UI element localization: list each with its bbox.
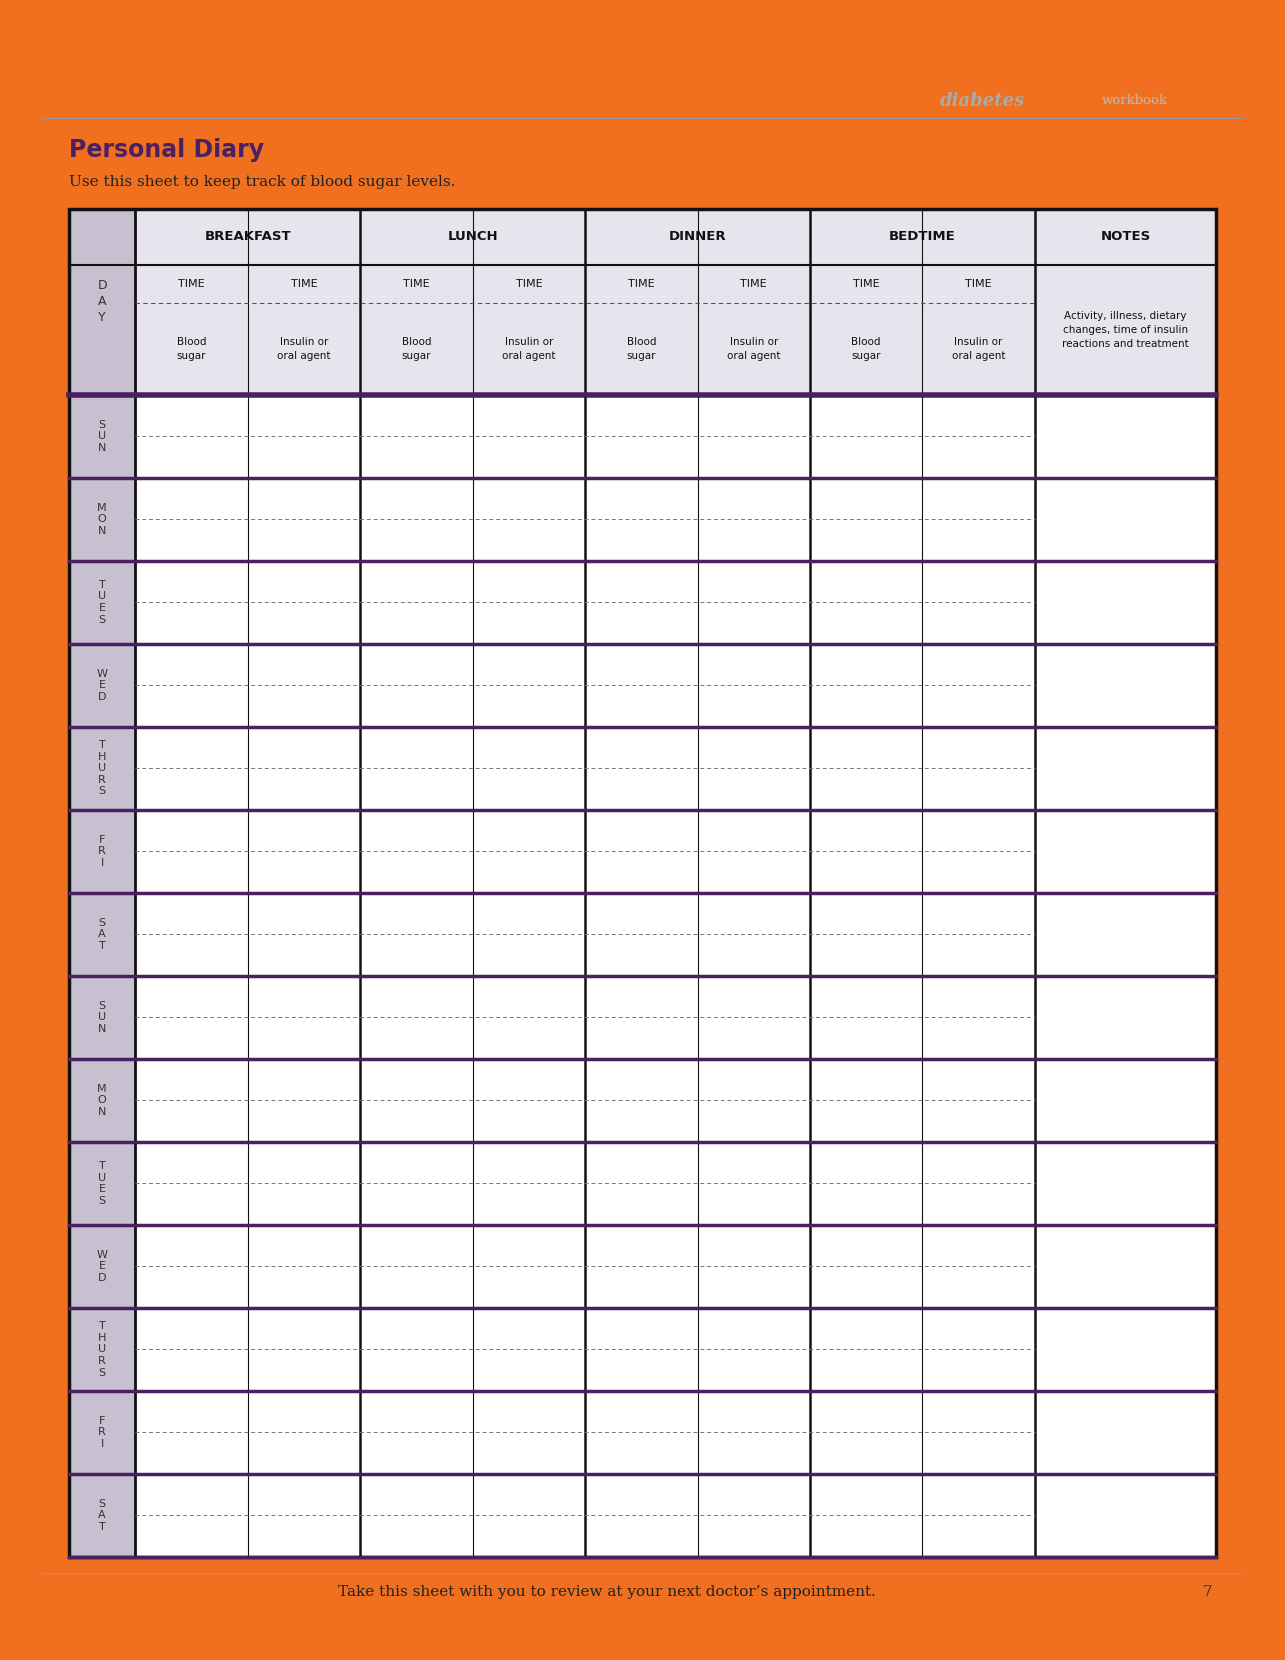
Text: Insulin or
oral agent: Insulin or oral agent bbox=[278, 337, 330, 360]
Text: W
E
D: W E D bbox=[96, 669, 108, 702]
Text: BEDTIME: BEDTIME bbox=[889, 231, 956, 244]
Text: BREAKFAST: BREAKFAST bbox=[204, 231, 292, 244]
Text: TIME: TIME bbox=[403, 279, 429, 289]
Bar bbox=[69, 209, 135, 1557]
Text: M
O
N: M O N bbox=[98, 1084, 107, 1117]
Bar bbox=[69, 209, 1216, 1557]
Text: D
A
Y: D A Y bbox=[98, 279, 107, 324]
Text: S
A
T: S A T bbox=[98, 1499, 105, 1532]
Text: DINNER: DINNER bbox=[668, 231, 726, 244]
Text: Activity, illness, dietary
changes, time of insulin
reactions and treatment: Activity, illness, dietary changes, time… bbox=[1063, 310, 1189, 349]
Text: Personal Diary: Personal Diary bbox=[69, 138, 263, 163]
Text: Blood
sugar: Blood sugar bbox=[402, 337, 432, 360]
Text: Take this sheet with you to review at your next doctor’s appointment.: Take this sheet with you to review at yo… bbox=[338, 1585, 875, 1599]
Text: workbook: workbook bbox=[1103, 95, 1168, 106]
Text: T
H
U
R
S: T H U R S bbox=[98, 740, 107, 797]
Text: W
E
D: W E D bbox=[96, 1250, 108, 1283]
Text: T
U
E
S: T U E S bbox=[98, 1160, 107, 1205]
Text: T
U
E
S: T U E S bbox=[98, 579, 107, 624]
Text: Insulin or
oral agent: Insulin or oral agent bbox=[952, 337, 1005, 360]
Bar bbox=[135, 209, 1216, 395]
Text: M
O
N: M O N bbox=[98, 503, 107, 536]
Text: TIME: TIME bbox=[515, 279, 542, 289]
Text: TIME: TIME bbox=[290, 279, 317, 289]
Text: Insulin or
oral agent: Insulin or oral agent bbox=[502, 337, 555, 360]
Text: S
U
N: S U N bbox=[98, 1001, 107, 1034]
Text: Blood
sugar: Blood sugar bbox=[627, 337, 657, 360]
Bar bbox=[69, 209, 1216, 1557]
Text: Blood
sugar: Blood sugar bbox=[177, 337, 207, 360]
Text: LUNCH: LUNCH bbox=[447, 231, 499, 244]
Text: Insulin or
oral agent: Insulin or oral agent bbox=[727, 337, 780, 360]
Text: TIME: TIME bbox=[179, 279, 204, 289]
Text: TIME: TIME bbox=[965, 279, 992, 289]
Text: TIME: TIME bbox=[628, 279, 654, 289]
Text: T
H
U
R
S: T H U R S bbox=[98, 1321, 107, 1378]
Text: Use this sheet to keep track of blood sugar levels.: Use this sheet to keep track of blood su… bbox=[69, 174, 455, 189]
Text: F
R
I: F R I bbox=[98, 835, 105, 868]
Text: Blood
sugar: Blood sugar bbox=[852, 337, 882, 360]
Text: S
A
T: S A T bbox=[98, 918, 105, 951]
Text: TIME: TIME bbox=[853, 279, 879, 289]
Text: NOTES: NOTES bbox=[1100, 231, 1150, 244]
Text: S
U
N: S U N bbox=[98, 420, 107, 453]
Text: TIME: TIME bbox=[740, 279, 767, 289]
Text: F
R
I: F R I bbox=[98, 1416, 105, 1449]
Text: 7: 7 bbox=[1203, 1585, 1213, 1599]
Text: diabetes: diabetes bbox=[941, 91, 1025, 110]
